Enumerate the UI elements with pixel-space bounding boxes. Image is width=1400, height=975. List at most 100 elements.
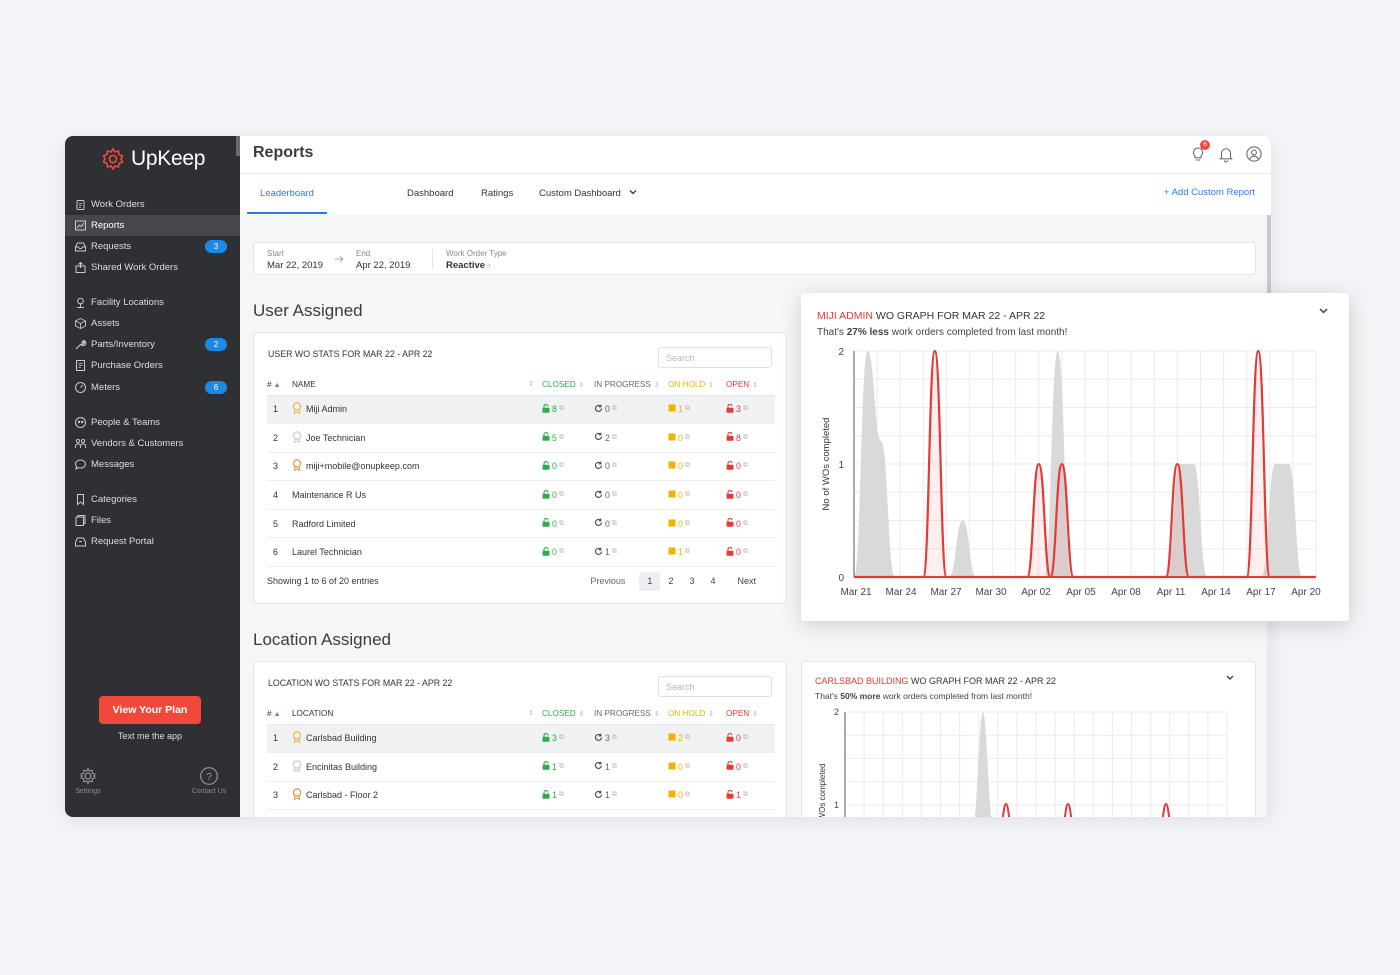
row-closed-cell[interactable]: 3 ⧉: [542, 724, 594, 754]
external-link-icon[interactable]: ⧉: [684, 791, 690, 799]
page-2-button[interactable]: 2: [668, 576, 674, 586]
row-in-progress-cell[interactable]: 1 ⧉: [594, 752, 668, 782]
row-in-progress-cell[interactable]: 0 ⧉: [594, 480, 668, 510]
col-num-header[interactable]: # ▲: [267, 704, 292, 725]
row-open-cell[interactable]: 8 ⧉: [726, 423, 775, 453]
table-row[interactable]: 1 Miji Admin 8 ⧉ 0 ⧉ 1 ⧉ 3 ⧉: [267, 395, 775, 425]
external-link-icon[interactable]: ⧉: [611, 405, 617, 413]
row-in-progress-cell[interactable]: 0 ⧉: [594, 509, 668, 539]
row-closed-cell[interactable]: 1 ⧉: [542, 781, 594, 811]
tab-leaderboard[interactable]: Leaderboard: [247, 174, 327, 214]
row-closed-cell[interactable]: 0 ⧉: [542, 537, 594, 568]
external-link-icon[interactable]: ⧉: [558, 791, 564, 799]
external-link-icon[interactable]: ⧉: [684, 548, 690, 556]
table-row[interactable]: 3 miji+mobile@onupkeep.com 0 ⧉ 0 ⧉ 0 ⧉ 0 ⧉: [267, 452, 775, 482]
row-closed-cell[interactable]: 5 ⧉: [542, 423, 594, 453]
row-on-hold-cell[interactable]: 2 ⧉: [668, 724, 726, 754]
external-link-icon[interactable]: ⧉: [684, 519, 690, 527]
table-row[interactable]: 2 Encinitas Building 1 ⧉ 1 ⧉ 0 ⧉ 0 ⧉: [267, 752, 775, 782]
row-in-progress-cell[interactable]: 1 ⧉: [594, 781, 668, 811]
row-closed-cell[interactable]: 8 ⧉: [542, 395, 594, 425]
external-link-icon[interactable]: ⧉: [558, 519, 564, 527]
row-in-progress-cell[interactable]: 3 ⧉: [594, 724, 668, 754]
settings-button[interactable]: Settings: [68, 766, 108, 795]
external-link-icon[interactable]: ⧉: [558, 491, 564, 499]
row-on-hold-cell[interactable]: 1 ⧉: [668, 395, 726, 425]
col-closed-header[interactable]: CLOSED ⇕: [542, 375, 594, 396]
row-name[interactable]: Encinitas Building: [306, 761, 378, 772]
col-in-progress-header[interactable]: IN PROGRESS ⇕: [594, 375, 668, 396]
row-in-progress-cell[interactable]: 0 ⧉: [594, 395, 668, 425]
page-1-button[interactable]: 1: [639, 572, 661, 591]
row-open-cell[interactable]: 0 ⧉: [726, 724, 775, 754]
row-name[interactable]: Laurel Technician: [292, 547, 362, 558]
row-on-hold-cell[interactable]: 0 ⧉: [668, 752, 726, 782]
row-on-hold-cell[interactable]: 0 ⧉: [668, 423, 726, 453]
col-name-header[interactable]: LOCATION ⇕: [292, 704, 542, 725]
external-link-icon[interactable]: ⧉: [558, 548, 564, 556]
start-date[interactable]: Mar 22, 2019: [267, 260, 323, 271]
external-link-icon[interactable]: ⧉: [611, 762, 617, 770]
row-in-progress-cell[interactable]: 1 ⧉: [594, 537, 668, 568]
external-link-icon[interactable]: ⧉: [684, 405, 690, 413]
row-on-hold-cell[interactable]: 0 ⧉: [668, 781, 726, 811]
row-name[interactable]: Joe Technician: [306, 432, 366, 443]
sidebar-item-purchase-orders[interactable]: Purchase Orders: [65, 355, 240, 376]
row-open-cell[interactable]: 0 ⧉: [726, 752, 775, 782]
external-link-icon[interactable]: ⧉: [742, 491, 748, 499]
user-search-input[interactable]: [658, 347, 772, 368]
row-name[interactable]: Miji Admin: [306, 404, 348, 415]
row-name[interactable]: Radford Limited: [292, 518, 356, 529]
external-link-icon[interactable]: ⧉: [558, 762, 564, 770]
sidebar-item-meters[interactable]: Meters 6: [65, 377, 240, 398]
col-open-header[interactable]: OPEN ⇕: [726, 704, 775, 725]
row-open-cell[interactable]: 3 ⧉: [726, 395, 775, 425]
external-link-icon[interactable]: ⧉: [742, 791, 748, 799]
external-link-icon[interactable]: ⧉: [684, 734, 690, 742]
external-link-icon[interactable]: ⧉: [611, 519, 617, 527]
end-date[interactable]: Apr 22, 2019: [356, 260, 411, 271]
row-in-progress-cell[interactable]: 2 ⧉: [594, 423, 668, 453]
next-page-button[interactable]: Next: [737, 576, 756, 586]
col-on-hold-header[interactable]: ON HOLD ⇕: [668, 704, 726, 725]
location-search-input[interactable]: [658, 676, 772, 697]
external-link-icon[interactable]: ⧉: [684, 433, 690, 441]
row-name[interactable]: miji+mobile@onupkeep.com: [306, 461, 420, 472]
col-name-header[interactable]: NAME ⇕: [292, 375, 542, 396]
external-link-icon[interactable]: ⧉: [684, 762, 690, 770]
sidebar-item-requests[interactable]: Requests 3: [65, 236, 240, 257]
row-closed-cell[interactable]: 1 ⧉: [542, 752, 594, 782]
main-scrollbar-thumb[interactable]: [1267, 215, 1271, 295]
contact-us-button[interactable]: ? Contact Us: [187, 766, 231, 795]
sidebar-item-facility-locations[interactable]: Facility Locations: [65, 292, 240, 313]
row-open-cell[interactable]: 0 ⧉: [726, 509, 775, 539]
sidebar-item-vendors-customers[interactable]: Vendors & Customers: [65, 433, 240, 454]
row-closed-cell[interactable]: 0 ⧉: [542, 452, 594, 482]
sidebar-item-parts-inventory[interactable]: Parts/Inventory 2: [65, 334, 240, 355]
row-closed-cell[interactable]: 0 ⧉: [542, 480, 594, 510]
row-name[interactable]: Carlsbad - Floor 2: [306, 790, 379, 801]
work-order-type-select[interactable]: Reactive ›: [446, 260, 491, 271]
text-me-app-link[interactable]: Text me the app: [117, 731, 183, 741]
row-on-hold-cell[interactable]: 0 ⧉: [668, 452, 726, 482]
row-closed-cell[interactable]: 0 ⧉: [542, 509, 594, 539]
table-row[interactable]: 3 Carlsbad - Floor 2 1 ⧉ 1 ⧉ 0 ⧉ 1 ⧉: [267, 781, 775, 811]
sidebar-item-files[interactable]: Files: [65, 510, 240, 531]
sidebar-item-shared-work-orders[interactable]: Shared Work Orders: [65, 257, 240, 278]
external-link-icon[interactable]: ⧉: [742, 762, 748, 770]
previous-page-button[interactable]: Previous: [590, 576, 626, 586]
external-link-icon[interactable]: ⧉: [684, 491, 690, 499]
tab-ratings[interactable]: Ratings: [481, 188, 514, 199]
tab-custom-dashboard[interactable]: Custom Dashboard: [526, 174, 651, 214]
row-name[interactable]: Carlsbad Building: [306, 733, 377, 744]
col-in-progress-header[interactable]: IN PROGRESS ⇕: [594, 704, 668, 725]
sidebar-item-request-portal[interactable]: Request Portal: [65, 531, 240, 552]
sidebar-item-people-teams[interactable]: People & Teams: [65, 412, 240, 433]
row-open-cell[interactable]: 0 ⧉: [726, 452, 775, 482]
sidebar-item-reports[interactable]: Reports: [65, 215, 240, 236]
sidebar-item-work-orders[interactable]: Work Orders: [65, 194, 240, 215]
row-in-progress-cell[interactable]: 0 ⧉: [594, 452, 668, 482]
row-open-cell[interactable]: 1 ⧉: [726, 781, 775, 811]
sidebar-scrollbar[interactable]: [236, 136, 240, 156]
external-link-icon[interactable]: ⧉: [742, 405, 748, 413]
